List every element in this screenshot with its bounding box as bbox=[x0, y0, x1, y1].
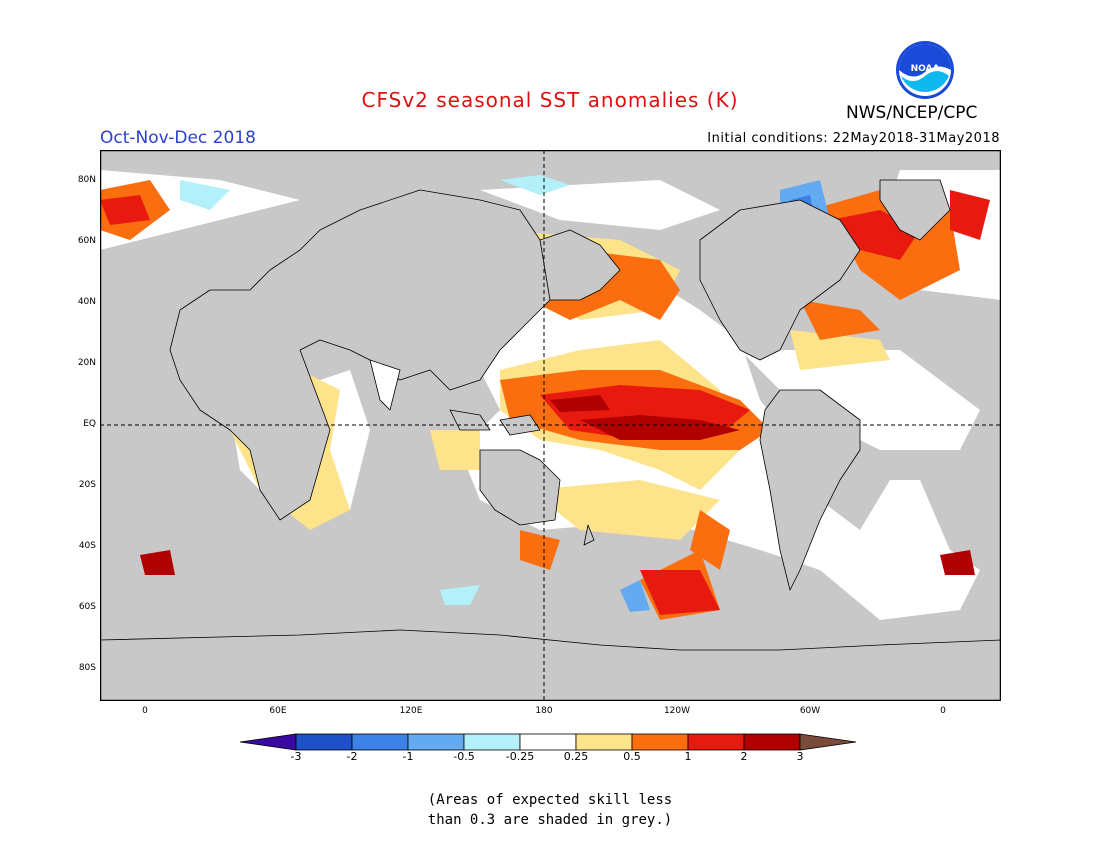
colorbar-label: 0.25 bbox=[563, 750, 589, 763]
continent-outlines bbox=[100, 179, 1001, 701]
colorbar-swatch bbox=[407, 733, 465, 751]
colorbar-label: -0.5 bbox=[453, 750, 475, 763]
colorbar-label: 3 bbox=[796, 750, 804, 763]
skill-note-line: than 0.3 are shaded in grey.) bbox=[427, 812, 673, 828]
x-axis-label: 120W bbox=[663, 706, 691, 716]
x-axis-label: 60E bbox=[269, 706, 287, 716]
colorbar-swatch bbox=[687, 733, 745, 751]
y-axis-label: 40N bbox=[77, 297, 96, 307]
colorbar-swatch-low bbox=[239, 733, 297, 751]
season-label: Oct-Nov-Dec 2018 bbox=[100, 128, 256, 148]
y-axis-label: 80N bbox=[77, 175, 96, 185]
colorbar bbox=[239, 733, 857, 751]
colorbar-swatch-high bbox=[799, 733, 857, 751]
colorbar-label: 0.5 bbox=[623, 750, 641, 763]
colorbar-label: -1 bbox=[402, 750, 414, 763]
colorbar-swatch bbox=[295, 733, 353, 751]
agency-label: NWS/NCEP/CPC bbox=[846, 103, 978, 123]
x-axis-label: 0 bbox=[142, 706, 148, 716]
colorbar-swatch bbox=[743, 733, 801, 751]
colorbar-label: -0.25 bbox=[505, 750, 535, 763]
y-axis-label: 80S bbox=[78, 663, 96, 673]
x-axis-label: 180 bbox=[535, 706, 553, 716]
y-axis-label: 20S bbox=[78, 480, 96, 490]
colorbar-swatches bbox=[239, 733, 857, 751]
map-frame bbox=[100, 150, 1001, 701]
y-axis-label: 60S bbox=[78, 602, 96, 612]
initial-conditions-label: Initial conditions: 22May2018-31May2018 bbox=[707, 131, 1000, 146]
colorbar-swatch bbox=[351, 733, 409, 751]
x-axis-label: 120E bbox=[399, 706, 423, 716]
colorbar-label: 1 bbox=[684, 750, 692, 763]
page-title: CFSv2 seasonal SST anomalies (K) bbox=[361, 88, 739, 112]
noaa-logo-icon: NOAA bbox=[896, 41, 954, 99]
y-axis-label: 20N bbox=[77, 358, 96, 368]
skill-note-line: (Areas of expected skill less bbox=[427, 792, 673, 808]
y-axis-label: EQ bbox=[83, 419, 96, 429]
colorbar-label: 2 bbox=[740, 750, 748, 763]
logo-text: NOAA bbox=[911, 64, 940, 74]
colorbar-label: -3 bbox=[290, 750, 302, 763]
y-axis-label: 60N bbox=[77, 236, 96, 246]
colorbar-label: -2 bbox=[346, 750, 358, 763]
colorbar-swatch bbox=[519, 733, 577, 751]
colorbar-swatch bbox=[575, 733, 633, 751]
skill-note: (Areas of expected skill less than 0.3 a… bbox=[0, 790, 1100, 830]
x-axis-label: 60W bbox=[799, 706, 821, 716]
x-axis-label: 0 bbox=[940, 706, 946, 716]
sst-anomaly-map bbox=[100, 150, 1001, 701]
y-axis-label: 40S bbox=[78, 541, 96, 551]
colorbar-swatch bbox=[631, 733, 689, 751]
colorbar-swatch bbox=[463, 733, 521, 751]
